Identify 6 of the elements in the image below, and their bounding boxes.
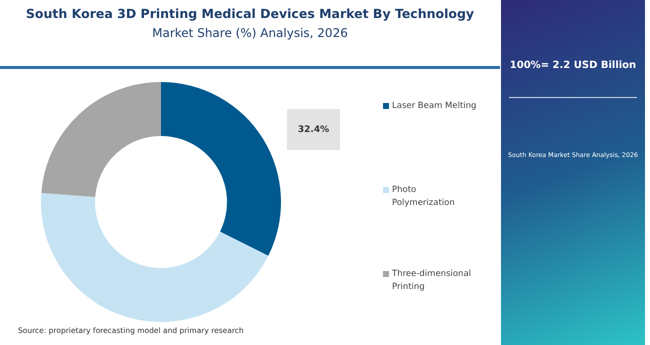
legend-label: Photo Polymerization bbox=[392, 184, 456, 210]
chart-title: South Korea 3D Printing Medical Devices Market By Technology bbox=[24, 6, 476, 21]
chart-subtitle: Market Share (%) Analysis, 2026 bbox=[151, 26, 349, 40]
data-label: 32.4% bbox=[287, 109, 340, 150]
legend-label: Laser Beam Melting bbox=[392, 100, 478, 113]
legend-label: Three-dimensional Printing bbox=[392, 268, 472, 294]
